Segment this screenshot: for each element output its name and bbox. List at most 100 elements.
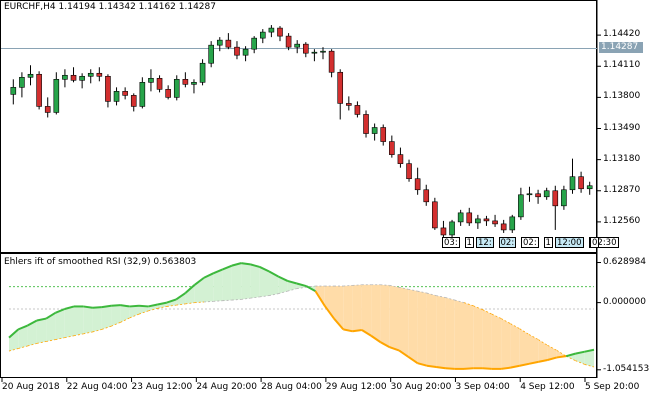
indicator-main-segment bbox=[166, 298, 177, 304]
indicator-fill-segment bbox=[101, 305, 112, 330]
indicator-signal-segment bbox=[157, 306, 167, 309]
bear-candle bbox=[70, 67, 77, 83]
indicator-main-segment bbox=[64, 305, 75, 310]
indicator-fill-segment bbox=[575, 351, 585, 365]
candle-body bbox=[500, 223, 507, 231]
indicator-fill-segment bbox=[529, 334, 539, 364]
bull-candle bbox=[509, 214, 516, 233]
price-axis-ticks bbox=[597, 34, 601, 223]
candle-body bbox=[380, 127, 387, 142]
time-axis-label: 4 Sep 12:00 bbox=[520, 382, 575, 392]
indicator-main-segment bbox=[389, 346, 400, 352]
candle-body bbox=[251, 37, 257, 50]
indicator-signal-segment bbox=[278, 290, 288, 295]
candle-body bbox=[346, 103, 352, 106]
indicator-signal-segment bbox=[408, 288, 418, 292]
candle-body bbox=[165, 89, 171, 98]
indicator-main-segment bbox=[352, 329, 362, 333]
indicator-fill-segment bbox=[222, 265, 232, 301]
time-axis-label: 24 Aug 20:00 bbox=[196, 382, 258, 392]
indicator-fill-segment bbox=[566, 353, 576, 361]
indicator-fill-segment bbox=[83, 306, 93, 334]
candle-body bbox=[156, 77, 163, 90]
candle-body bbox=[242, 48, 249, 56]
candle-body bbox=[432, 201, 438, 229]
indicator-main-segment bbox=[370, 334, 381, 343]
indicator-signal-segment bbox=[8, 348, 19, 352]
bull-candle bbox=[208, 41, 214, 68]
bull-candle bbox=[191, 79, 197, 94]
indicator-signal-segment bbox=[176, 303, 186, 306]
indicator-main-segment bbox=[268, 270, 279, 278]
bull-candle bbox=[19, 72, 25, 98]
indicator-main-segment bbox=[148, 303, 158, 308]
indicator-signal-segment bbox=[259, 295, 270, 298]
bear-candle bbox=[389, 135, 395, 158]
bull-candle bbox=[294, 40, 300, 54]
chart-label-tag: 02: bbox=[498, 237, 517, 248]
indicator-main-segment bbox=[575, 350, 585, 355]
indicator-main-segment bbox=[203, 272, 214, 279]
candle-body bbox=[105, 75, 111, 102]
indicator-signal-segment bbox=[500, 318, 511, 324]
indicator-main-segment bbox=[129, 304, 140, 308]
candle-body bbox=[113, 91, 120, 102]
indicator-main-segment bbox=[501, 366, 511, 370]
bear-candle bbox=[96, 67, 103, 82]
bull-candle bbox=[320, 47, 326, 60]
indicator-signal-segment bbox=[241, 297, 251, 300]
indicator-fill-segment bbox=[501, 318, 511, 369]
indicator-signal-segment bbox=[185, 302, 195, 305]
bull-candle bbox=[173, 75, 180, 101]
candle-body bbox=[10, 87, 17, 95]
price-axis-label: 1.13180 bbox=[603, 153, 641, 164]
indicator-signal-segment bbox=[203, 300, 214, 303]
bull-candle bbox=[87, 69, 94, 84]
indicator-main-segment bbox=[361, 329, 372, 337]
indicator-main-segment bbox=[250, 263, 260, 268]
candle-body bbox=[561, 189, 567, 207]
indicator-fill-segment bbox=[9, 329, 19, 352]
indicator-signal-segment bbox=[194, 301, 205, 304]
indicator-signal-segment bbox=[83, 331, 93, 335]
candle-body bbox=[36, 73, 42, 107]
candle-body bbox=[423, 189, 430, 203]
indicator-main-segment bbox=[333, 317, 345, 331]
candle-body bbox=[406, 163, 412, 180]
indicator-main-segment bbox=[138, 304, 149, 308]
candle-body bbox=[449, 221, 455, 236]
time-axis-label: 22 Aug 04:00 bbox=[66, 382, 128, 392]
chart-label-tag: 03: bbox=[442, 237, 460, 248]
price-axis-label: 1.13800 bbox=[603, 91, 641, 102]
indicator-fill-segment bbox=[482, 309, 492, 369]
indicator-signal-segment bbox=[380, 284, 390, 286]
chart-label-tag: 12:00 bbox=[555, 237, 584, 248]
indicator-fill-segment bbox=[380, 284, 390, 348]
indicator-signal-segment bbox=[129, 313, 140, 319]
indicator-main-segment bbox=[510, 364, 520, 369]
indicator-fill-segment bbox=[231, 263, 242, 301]
candle-body bbox=[19, 76, 25, 88]
indicator-signal-segment bbox=[528, 334, 539, 340]
indicator-signal-segment bbox=[389, 285, 400, 288]
bull-candle bbox=[216, 37, 223, 52]
indicator-main-segment bbox=[175, 292, 186, 301]
indicator-fill-segment bbox=[491, 314, 502, 369]
candle-body bbox=[509, 216, 516, 231]
indicator-fill-segment bbox=[269, 271, 279, 296]
bear-candle bbox=[397, 147, 404, 168]
bear-candle bbox=[234, 41, 240, 60]
indicator-signal-segment bbox=[64, 335, 75, 339]
indicator-signal-segment bbox=[584, 364, 595, 368]
chart-label-tag: 1 bbox=[543, 237, 553, 248]
time-axis-label: 29 Aug 12:00 bbox=[325, 382, 387, 392]
indicator-signal-segment bbox=[510, 323, 520, 330]
candle-body bbox=[371, 127, 378, 134]
candle-body bbox=[191, 82, 197, 85]
indicator-fill-segment bbox=[408, 289, 418, 364]
indicator-main-segment bbox=[111, 304, 121, 307]
bear-candle bbox=[328, 49, 335, 78]
indicator-signal-segment bbox=[538, 339, 548, 346]
bull-candle bbox=[199, 59, 206, 86]
